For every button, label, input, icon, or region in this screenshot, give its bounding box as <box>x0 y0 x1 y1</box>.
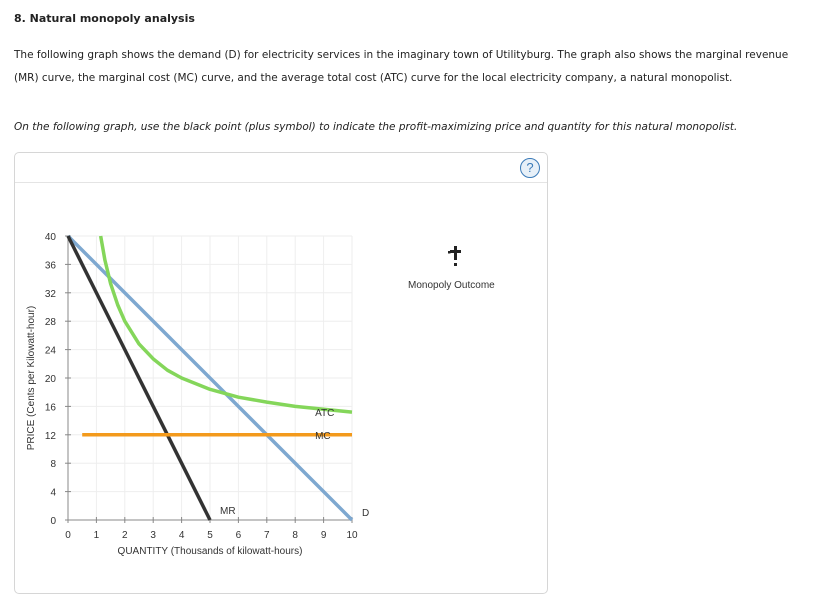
question-title: 8. Natural monopoly analysis <box>14 12 195 25</box>
y-tick-label: 36 <box>45 260 57 271</box>
x-tick-label: 0 <box>65 530 71 541</box>
series-d-line <box>66 234 354 522</box>
x-tick-label: 1 <box>94 530 100 541</box>
x-tick-label: 8 <box>292 530 298 541</box>
x-tick-label: 6 <box>236 530 242 541</box>
series-label-mr: MR <box>220 506 236 517</box>
y-tick-label: 4 <box>50 488 56 499</box>
y-tick-label: 24 <box>45 346 57 357</box>
x-tick-label: 5 <box>207 530 213 541</box>
series-label-mc: MC <box>315 431 331 442</box>
x-tick-label: 4 <box>179 530 185 541</box>
help-icon[interactable]: ? <box>520 158 540 178</box>
series-mr-line <box>66 235 212 521</box>
y-tick-label: 16 <box>45 402 57 413</box>
x-tick-label: 7 <box>264 530 270 541</box>
instruction-text: On the following graph, use the black po… <box>14 121 738 133</box>
x-tick-label: 3 <box>150 530 156 541</box>
legend-label: Monopoly Outcome <box>408 280 495 291</box>
y-tick-label: 20 <box>45 374 57 385</box>
intro-text: The following graph shows the demand (D)… <box>14 49 789 84</box>
y-tick-label: 8 <box>50 459 56 470</box>
x-tick-label: 10 <box>346 530 358 541</box>
y-tick-label: 0 <box>50 516 56 527</box>
y-tick-label: 32 <box>45 289 57 300</box>
series-label-atc: ATC <box>315 408 334 419</box>
y-tick-label: 28 <box>45 317 57 328</box>
plus-point-icon[interactable] <box>448 246 461 266</box>
x-tick-label: 9 <box>321 530 327 541</box>
x-tick-label: 2 <box>122 530 128 541</box>
x-axis-label: QUANTITY (Thousands of kilowatt-hours) <box>118 546 303 557</box>
series-atc-line <box>98 235 353 414</box>
y-tick-label: 40 <box>45 232 57 243</box>
series-label-d: D <box>362 508 369 519</box>
y-axis-label: PRICE (Cents per Kilowatt-hour) <box>26 306 37 451</box>
y-tick-label: 12 <box>45 431 57 442</box>
chart: 0 1 2 3 4 5 6 7 8 9 100481216202428323640QUANTITY … <box>26 232 461 557</box>
divider <box>15 182 547 183</box>
